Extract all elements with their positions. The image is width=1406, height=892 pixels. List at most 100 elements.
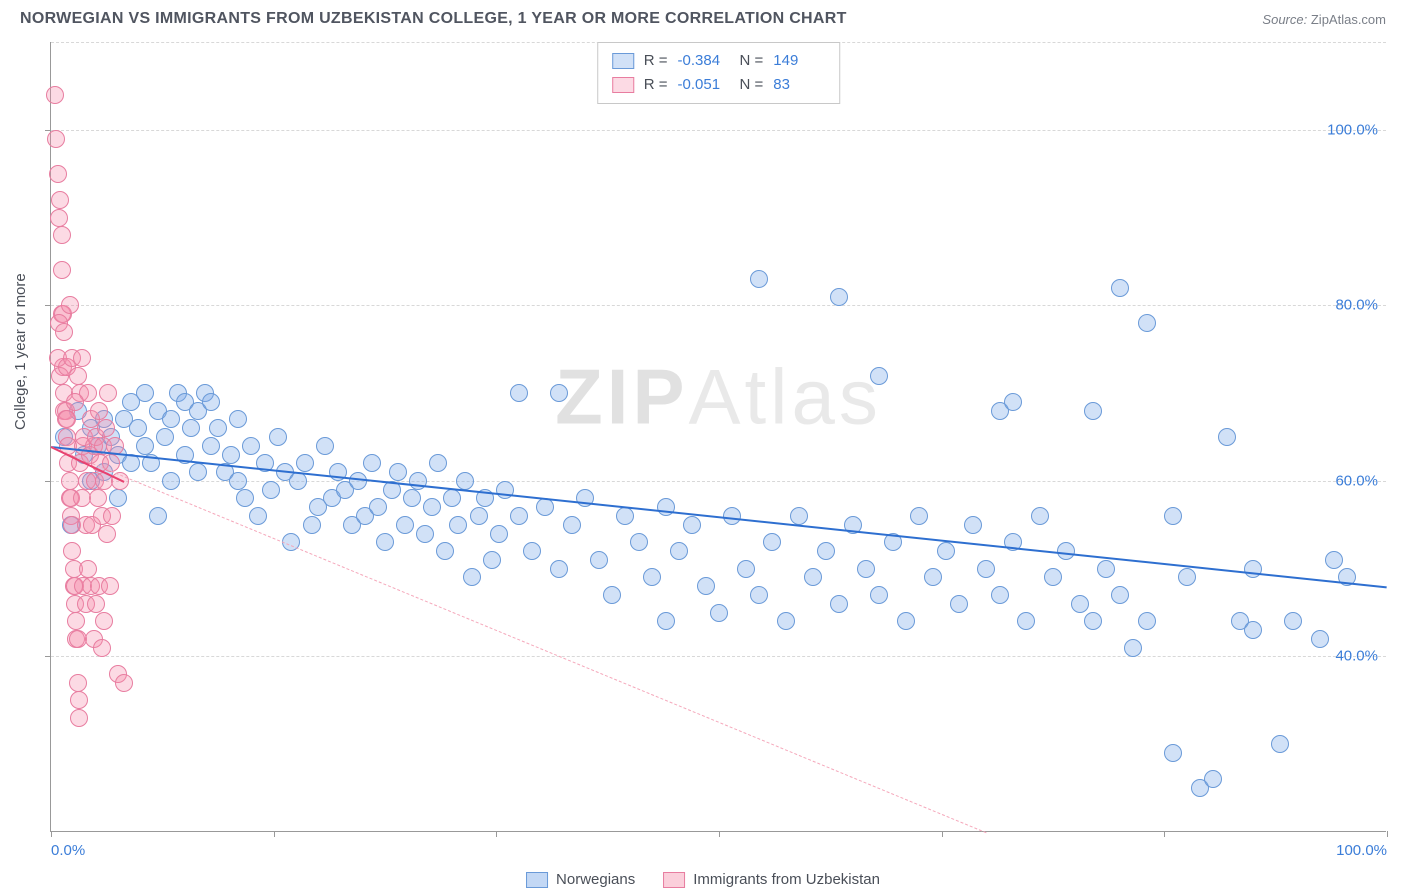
ytick-label: 60.0% <box>1335 472 1378 489</box>
data-point <box>316 437 334 455</box>
data-point <box>950 595 968 613</box>
data-point <box>209 419 227 437</box>
data-point <box>1271 735 1289 753</box>
data-point <box>443 489 461 507</box>
data-point <box>136 437 154 455</box>
source-label: Source: <box>1262 12 1307 27</box>
data-point <box>1124 639 1142 657</box>
legend-label: Immigrants from Uzbekistan <box>693 871 880 888</box>
data-point <box>49 165 67 183</box>
data-point <box>870 367 888 385</box>
data-point <box>750 586 768 604</box>
data-point <box>103 507 121 525</box>
data-point <box>73 349 91 367</box>
data-point <box>249 507 267 525</box>
data-point <box>95 612 113 630</box>
data-point <box>790 507 808 525</box>
data-point <box>396 516 414 534</box>
scatter-chart: ZIPAtlas R = -0.384 N = 149 R = -0.051 N… <box>50 42 1386 832</box>
data-point <box>1031 507 1049 525</box>
legend-label: Norwegians <box>556 871 635 888</box>
data-point <box>90 402 108 420</box>
trendline-dashed <box>51 446 987 833</box>
data-point <box>590 551 608 569</box>
data-point <box>456 472 474 490</box>
data-point <box>363 454 381 472</box>
r-value: -0.384 <box>678 49 730 73</box>
data-point <box>429 454 447 472</box>
data-point <box>910 507 928 525</box>
data-point <box>369 498 387 516</box>
xtick-mark <box>1164 831 1165 837</box>
data-point <box>550 384 568 402</box>
data-point <box>101 577 119 595</box>
r-value: -0.051 <box>678 73 730 97</box>
legend-swatch <box>612 53 634 69</box>
data-point <box>463 568 481 586</box>
data-point <box>697 577 715 595</box>
data-point <box>750 270 768 288</box>
n-value: 83 <box>773 73 825 97</box>
data-point <box>69 367 87 385</box>
data-point <box>1218 428 1236 446</box>
r-label: R = <box>644 49 668 73</box>
data-point <box>510 384 528 402</box>
data-point <box>262 481 280 499</box>
data-point <box>777 612 795 630</box>
gridline-h <box>51 130 1386 131</box>
data-point <box>977 560 995 578</box>
data-point <box>182 419 200 437</box>
data-point <box>416 525 434 543</box>
ytick-label: 100.0% <box>1327 121 1378 138</box>
data-point <box>222 446 240 464</box>
y-axis-label: College, 1 year or more <box>12 273 29 430</box>
data-point <box>536 498 554 516</box>
data-point <box>550 560 568 578</box>
data-point <box>269 428 287 446</box>
gridline-h <box>51 656 1386 657</box>
data-point <box>616 507 634 525</box>
data-point <box>63 542 81 560</box>
legend-swatch <box>612 77 634 93</box>
data-point <box>490 525 508 543</box>
data-point <box>1138 314 1156 332</box>
data-point <box>129 419 147 437</box>
data-point <box>53 261 71 279</box>
n-value: 149 <box>773 49 825 73</box>
ytick-label: 40.0% <box>1335 648 1378 665</box>
data-point <box>523 542 541 560</box>
data-point <box>1164 507 1182 525</box>
data-point <box>603 586 621 604</box>
data-point <box>79 560 97 578</box>
data-point <box>1178 568 1196 586</box>
xtick-mark <box>942 831 943 837</box>
ytick-mark <box>45 656 51 657</box>
xtick-mark <box>1387 831 1388 837</box>
data-point <box>470 507 488 525</box>
data-point <box>89 489 107 507</box>
data-point <box>510 507 528 525</box>
data-point <box>897 612 915 630</box>
data-point <box>937 542 955 560</box>
legend-stats-row: R = -0.051 N = 83 <box>612 73 826 97</box>
chart-title: NORWEGIAN VS IMMIGRANTS FROM UZBEKISTAN … <box>20 10 847 28</box>
data-point <box>47 130 65 148</box>
data-point <box>93 639 111 657</box>
data-point <box>1004 393 1022 411</box>
watermark: ZIPAtlas <box>555 352 882 443</box>
legend-swatch <box>663 872 685 888</box>
data-point <box>189 463 207 481</box>
data-point <box>303 516 321 534</box>
data-point <box>657 612 675 630</box>
header: NORWEGIAN VS IMMIGRANTS FROM UZBEKISTAN … <box>0 0 1406 34</box>
legend-swatch <box>526 872 548 888</box>
data-point <box>109 489 127 507</box>
data-point <box>156 428 174 446</box>
data-point <box>737 560 755 578</box>
data-point <box>830 595 848 613</box>
xtick-mark <box>719 831 720 837</box>
data-point <box>870 586 888 604</box>
data-point <box>643 568 661 586</box>
data-point <box>98 525 116 543</box>
data-point <box>149 507 167 525</box>
